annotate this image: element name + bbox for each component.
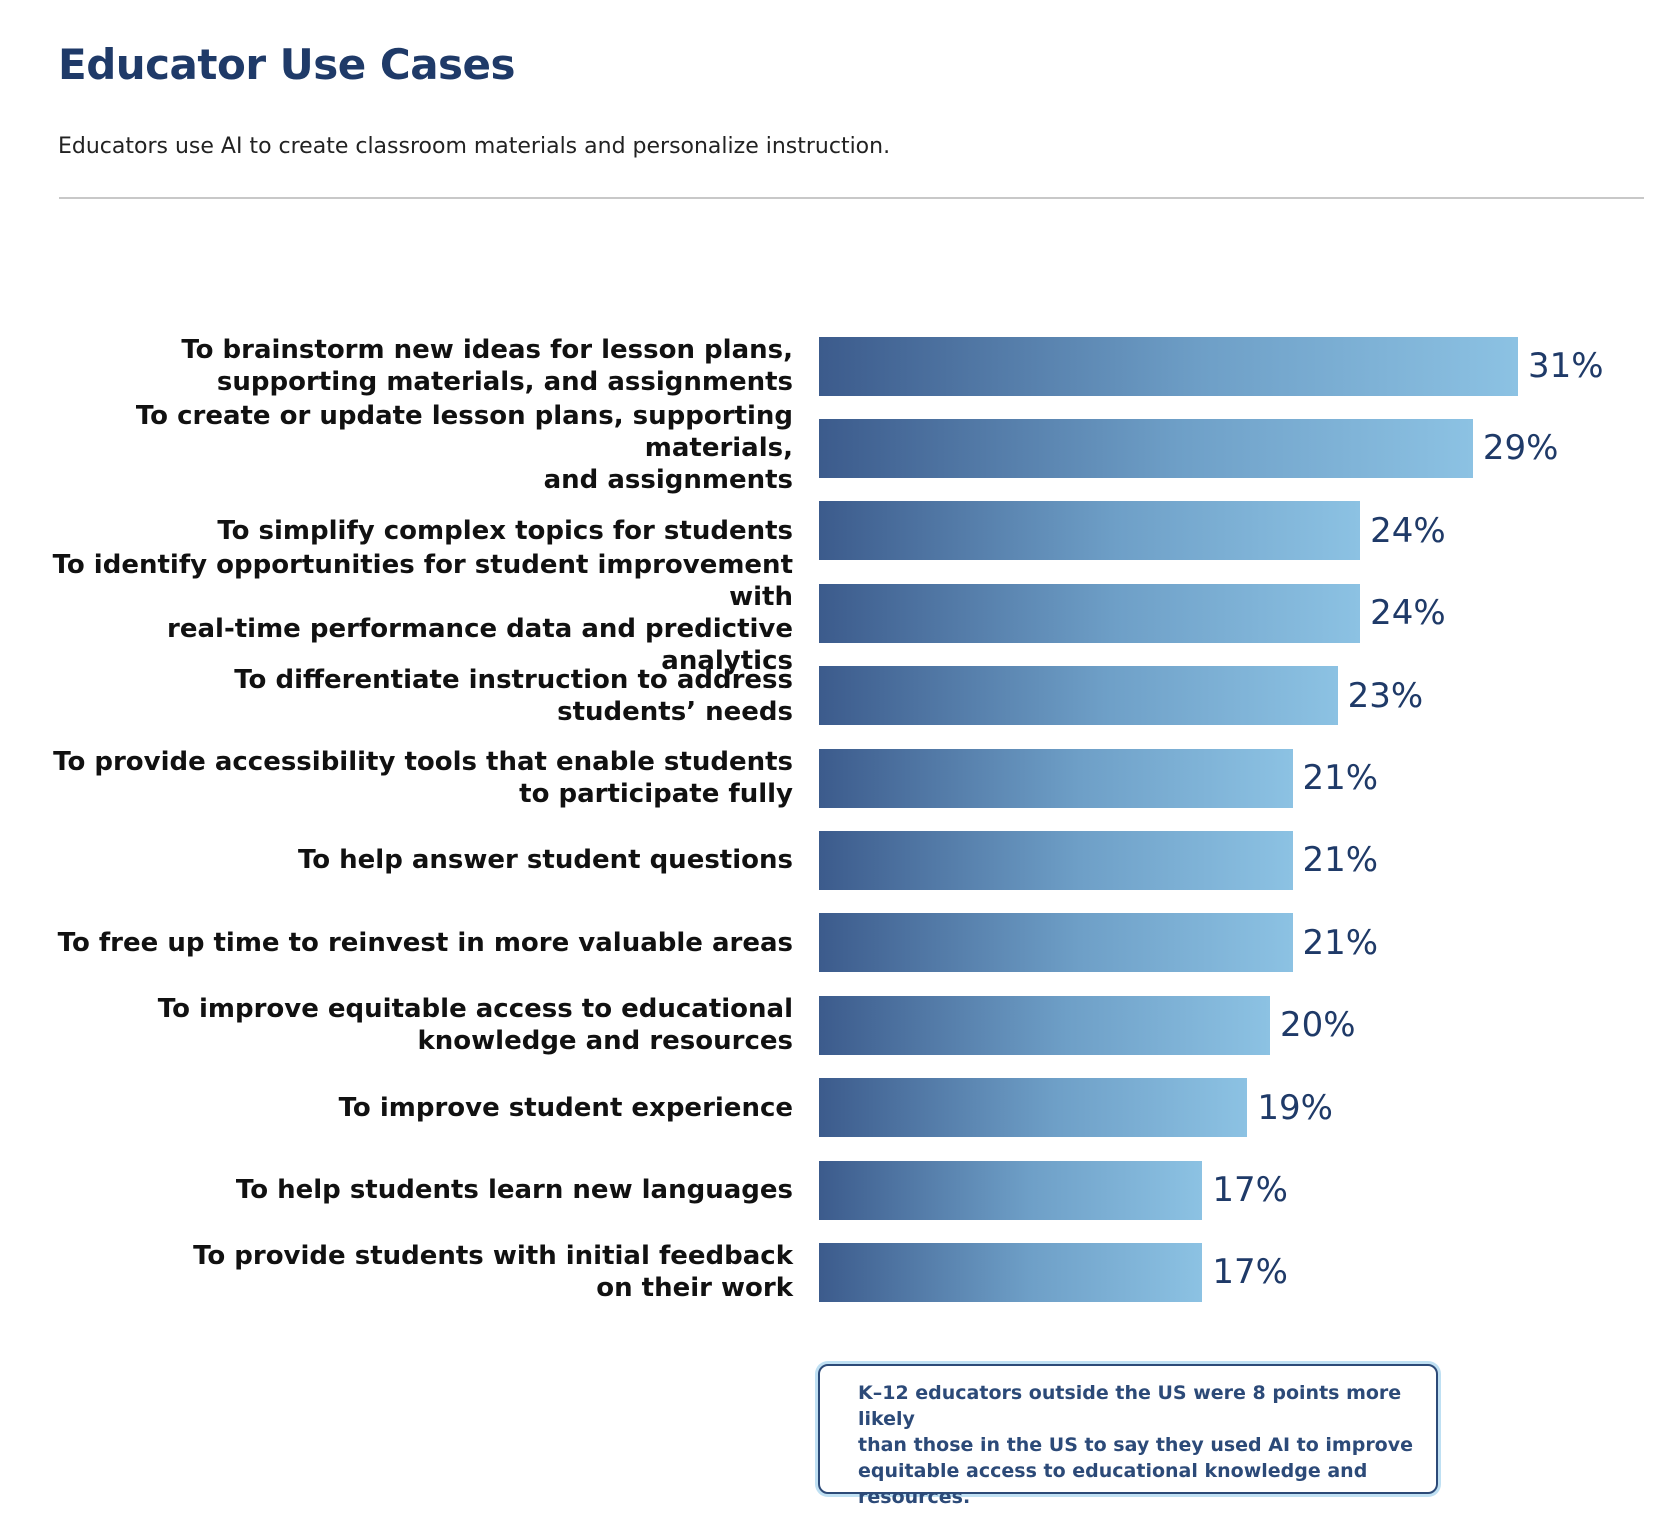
- value-label: 17%: [1212, 1252, 1288, 1293]
- chart-title: Educator Use Cases: [58, 40, 516, 89]
- value-label: 21%: [1302, 840, 1379, 881]
- category-label: To provide students with initial feedbac…: [193, 1241, 793, 1304]
- value-label: 20%: [1279, 1005, 1356, 1046]
- category-label: To create or update lesson plans, suppor…: [135, 401, 793, 496]
- category-label: To improve equitable access to education…: [157, 994, 793, 1057]
- annotation: K–12 educators outside the US were 8 poi…: [818, 1364, 1438, 1508]
- category-label: To improve student experience: [338, 1092, 793, 1123]
- bar: [819, 830, 1293, 890]
- category-label: To help answer student questions: [297, 845, 793, 876]
- category-label: To help students learn new languages: [235, 1175, 793, 1205]
- chart-subtitle: Educators use AI to create classroom mat…: [58, 134, 891, 159]
- bar: [819, 666, 1338, 726]
- value-label: 24%: [1370, 593, 1446, 634]
- bar: [819, 1160, 1203, 1220]
- bar: [819, 913, 1293, 973]
- bar: [819, 583, 1361, 643]
- bar: [819, 995, 1270, 1055]
- bar: [819, 748, 1293, 808]
- value-label: 21%: [1302, 758, 1379, 798]
- category-label: To provide accessibility tools that enab…: [53, 747, 793, 809]
- value-label: 24%: [1370, 510, 1446, 551]
- category-label: To differentiate instruction to address …: [234, 664, 793, 727]
- category-label: To simplify complex topics for students: [217, 515, 793, 546]
- value-label: 29%: [1482, 428, 1559, 469]
- bar: [819, 1242, 1203, 1302]
- value-label: 31%: [1528, 346, 1604, 386]
- bar: [819, 501, 1361, 561]
- value-label: 17%: [1212, 1170, 1288, 1210]
- category-label: To brainstorm new ideas for lesson plans…: [181, 335, 793, 397]
- value-label: 23%: [1347, 675, 1424, 716]
- value-label: 19%: [1257, 1087, 1333, 1128]
- bar: [819, 336, 1518, 396]
- divider: [59, 197, 1644, 199]
- category-label: To free up time to reinvest in more valu…: [57, 927, 793, 958]
- bar: [819, 418, 1473, 478]
- value-label: 21%: [1302, 922, 1379, 963]
- category-label: To identify opportunities for student im…: [52, 550, 793, 677]
- bar: [819, 1078, 1248, 1138]
